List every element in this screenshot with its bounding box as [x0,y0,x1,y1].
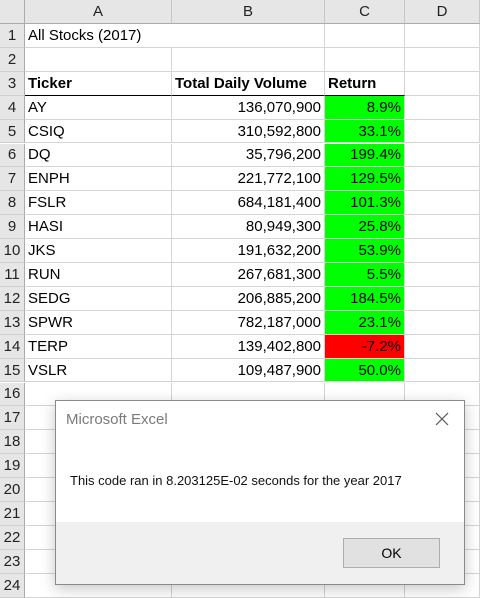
cell-b8[interactable]: 684,181,400 [172,191,325,216]
cell-c9[interactable]: 25.8% [325,215,405,240]
cell-d13[interactable] [405,310,480,335]
row-header-8[interactable]: 8 [0,191,25,216]
row-header-22[interactable]: 22 [0,525,25,550]
cell-c4[interactable]: 8.9% [325,95,405,120]
row-header-2[interactable]: 2 [0,47,25,72]
row-header-15[interactable]: 15 [0,358,25,383]
cell-d9[interactable] [405,215,480,240]
row-header-9[interactable]: 9 [0,215,25,240]
cell-b5[interactable]: 310,592,800 [172,119,325,144]
cell-a15[interactable]: VSLR [25,358,172,383]
cell-a1[interactable]: All Stocks (2017) [25,24,172,48]
row-header-19[interactable]: 19 [0,454,25,479]
row-header-13[interactable]: 13 [0,310,25,335]
cell-b13[interactable]: 782,187,000 [172,310,325,335]
row-header-16[interactable]: 16 [0,382,25,407]
dialog-message: This code ran in 8.203125E-02 seconds fo… [70,473,402,488]
cell-c8[interactable]: 101.3% [325,191,405,216]
cell-a14[interactable]: TERP [25,334,172,359]
cell-c7[interactable]: 129.5% [325,167,405,192]
cell-a5[interactable]: CSIQ [25,119,172,144]
cell-b10[interactable]: 191,632,200 [172,239,325,263]
cell-c11[interactable]: 5.5% [325,263,405,287]
column-header-c[interactable]: C [325,0,405,24]
row-header-6[interactable]: 6 [0,143,25,168]
cell-c15[interactable]: 50.0% [325,358,405,383]
cell-b14[interactable]: 139,402,800 [172,334,325,359]
row-header-4[interactable]: 4 [0,95,25,120]
cell-d7[interactable] [405,167,480,192]
cell-b1[interactable] [172,24,325,48]
cell-d3[interactable] [405,71,480,96]
row-header-7[interactable]: 7 [0,167,25,192]
row-header-3[interactable]: 3 [0,71,25,96]
cell-b6[interactable]: 35,796,200 [172,143,325,168]
cell-b3[interactable]: Total Daily Volume [172,71,325,96]
select-all-corner[interactable] [0,0,25,24]
cell-b2[interactable] [172,47,325,72]
cell-d14[interactable] [405,334,480,359]
cell-a6[interactable]: DQ [25,143,172,168]
cell-b12[interactable]: 206,885,200 [172,286,325,311]
message-dialog: Microsoft Excel This code ran in 8.20312… [55,400,465,585]
cell-d10[interactable] [405,239,480,263]
row-header-24[interactable]: 24 [0,573,25,598]
row-header-1[interactable]: 1 [0,24,25,48]
cell-a11[interactable]: RUN [25,263,172,287]
row-header-5[interactable]: 5 [0,119,25,144]
cell-d11[interactable] [405,263,480,287]
row-header-18[interactable]: 18 [0,430,25,455]
column-header-a[interactable]: A [25,0,172,24]
ok-button[interactable]: OK [343,538,440,568]
cell-c3[interactable]: Return [325,71,405,96]
cell-b9[interactable]: 80,949,300 [172,215,325,240]
cell-c5[interactable]: 33.1% [325,119,405,144]
cell-d4[interactable] [405,95,480,120]
cell-b7[interactable]: 221,772,100 [172,167,325,192]
row-header-17[interactable]: 17 [0,406,25,431]
cell-a4[interactable]: AY [25,95,172,120]
cell-d6[interactable] [405,143,480,168]
cell-d15[interactable] [405,358,480,383]
cell-c12[interactable]: 184.5% [325,286,405,311]
cell-c1[interactable] [325,24,405,48]
cell-d5[interactable] [405,119,480,144]
cell-a13[interactable]: SPWR [25,310,172,335]
cell-c2[interactable] [325,47,405,72]
cell-d1[interactable] [405,24,480,48]
cell-c13[interactable]: 23.1% [325,310,405,335]
cell-b11[interactable]: 267,681,300 [172,263,325,287]
dialog-footer: OK [56,522,464,584]
cell-c14[interactable]: -7.2% [325,334,405,359]
cell-c10[interactable]: 53.9% [325,239,405,263]
cell-c6[interactable]: 199.4% [325,143,405,168]
column-header-d[interactable]: D [405,0,480,24]
cell-a9[interactable]: HASI [25,215,172,240]
cell-b15[interactable]: 109,487,900 [172,358,325,383]
column-header-b[interactable]: B [172,0,325,24]
cell-a7[interactable]: ENPH [25,167,172,192]
cell-d2[interactable] [405,47,480,72]
cell-a12[interactable]: SEDG [25,286,172,311]
close-button[interactable] [428,407,456,431]
cell-d12[interactable] [405,286,480,311]
cell-a10[interactable]: JKS [25,239,172,263]
row-header-23[interactable]: 23 [0,549,25,574]
row-header-14[interactable]: 14 [0,334,25,359]
row-header-20[interactable]: 20 [0,478,25,502]
row-header-10[interactable]: 10 [0,239,25,263]
dialog-title: Microsoft Excel [66,411,168,428]
close-icon [435,412,449,426]
row-header-11[interactable]: 11 [0,263,25,287]
cell-a2[interactable] [25,47,172,72]
row-header-21[interactable]: 21 [0,502,25,526]
cell-b4[interactable]: 136,070,900 [172,95,325,120]
cell-d8[interactable] [405,191,480,216]
row-header-12[interactable]: 12 [0,286,25,311]
cell-a8[interactable]: FSLR [25,191,172,216]
cell-a3[interactable]: Ticker [25,71,172,96]
